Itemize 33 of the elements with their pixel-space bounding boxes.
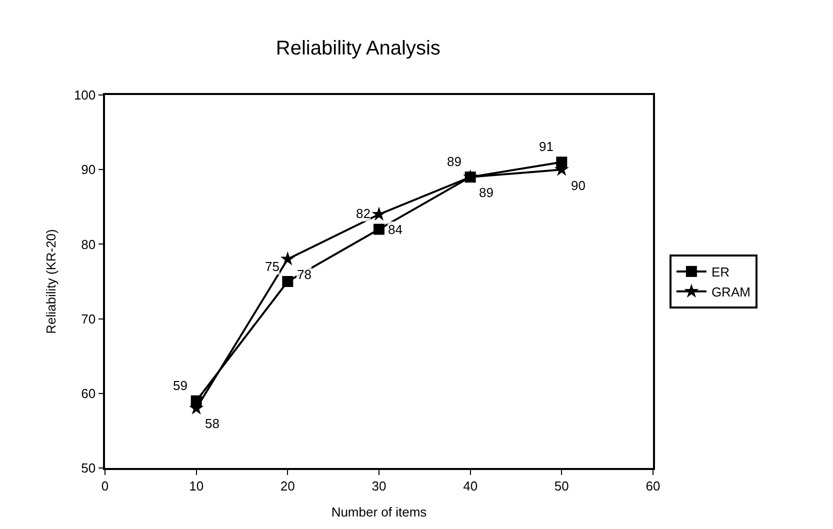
- point: [374, 224, 384, 235]
- y-tick-label: 70: [81, 311, 96, 326]
- data-label: 78: [297, 267, 312, 282]
- x-tick-label: 50: [554, 478, 569, 494]
- point: [372, 206, 386, 221]
- data-label: 89: [447, 154, 462, 169]
- chart-title: Reliability Analysis: [276, 38, 440, 60]
- data-label: 58: [205, 416, 220, 431]
- data-label: 75: [265, 259, 280, 274]
- data-label: 82: [356, 206, 370, 221]
- x-tick-label: 30: [372, 478, 386, 494]
- x-tick-label: 10: [189, 478, 204, 494]
- data-label: 84: [388, 222, 402, 237]
- legend-label: ER: [711, 264, 730, 280]
- y-tick-label: 60: [81, 386, 96, 401]
- legend-label: GRAM: [711, 284, 750, 300]
- x-tick-label: 60: [646, 478, 660, 494]
- data-label: 59: [173, 378, 188, 393]
- x-tick-label: 0: [101, 478, 109, 494]
- data-label: 89: [479, 185, 494, 200]
- y-tick-label: 50: [81, 460, 96, 476]
- point: [463, 169, 478, 184]
- y-tick-label: 100: [74, 88, 96, 103]
- x-tick-label: 20: [280, 478, 295, 494]
- y-tick-label: 90: [81, 162, 96, 178]
- data-label: 90: [571, 178, 586, 193]
- y-tick-label: 80: [81, 236, 96, 252]
- x-tick-label: 40: [463, 478, 478, 494]
- point: [282, 276, 294, 287]
- data-label: 91: [539, 139, 554, 154]
- y-axis-title: Reliability (KR-20): [43, 229, 58, 334]
- point: [280, 251, 295, 266]
- x-axis-title: Number of items: [331, 504, 428, 520]
